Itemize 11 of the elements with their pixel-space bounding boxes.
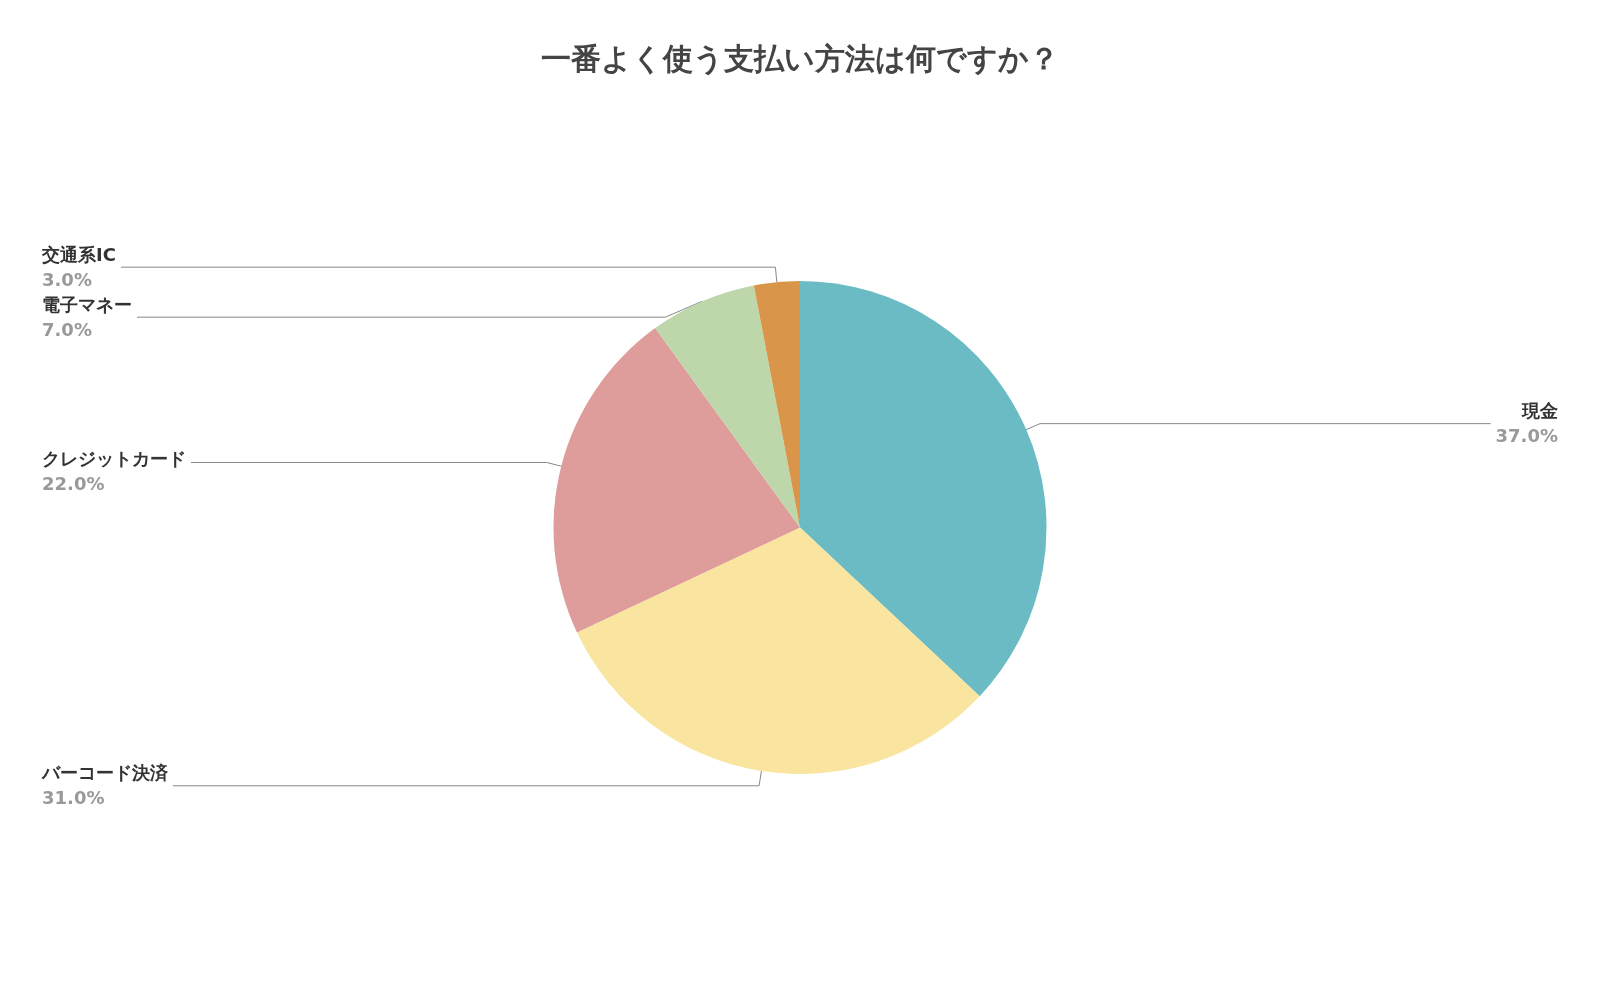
data-label: 3.0% [42, 268, 92, 290]
chart-title: 一番よく使う支払い方法は何ですか？ [541, 40, 1059, 76]
data-label: 37.0% [1495, 425, 1558, 447]
slice-label: クレジットカード [42, 448, 186, 470]
data-label: 7.0% [42, 318, 92, 340]
slice-label: 現金 [1521, 400, 1558, 422]
slice-label: 電子マネー [42, 293, 132, 315]
data-label: 22.0% [42, 473, 105, 495]
slice-label: バーコード決済 [41, 762, 169, 784]
data-label: 31.0% [42, 787, 105, 809]
slice-label: 交通系IC [41, 243, 116, 265]
